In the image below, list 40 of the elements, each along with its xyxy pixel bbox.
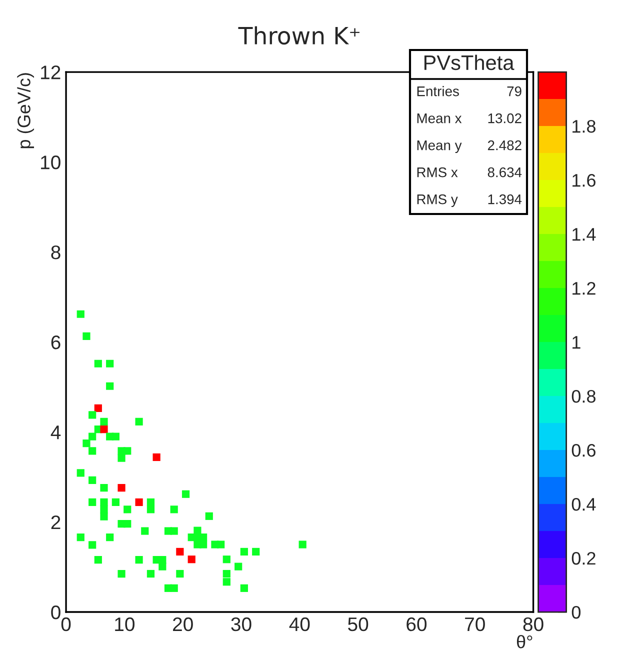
x-tick-label: 80 <box>523 617 544 632</box>
y-tick-label: 8 <box>51 245 60 260</box>
x-tick-label: 60 <box>406 617 427 632</box>
annotation: 2.482 <box>488 140 522 150</box>
annotation: 79 <box>507 86 522 96</box>
color-bar-label: 0.2 <box>572 552 596 565</box>
annotation: RMS y <box>417 194 458 207</box>
annotation: Entries <box>417 86 459 96</box>
annotation: 13.02 <box>488 113 522 124</box>
y-tick-label: 2 <box>51 515 60 530</box>
chart-title: Thrown K⁺ <box>238 26 360 45</box>
color-bar-label: 1 <box>572 336 580 349</box>
x-tick-label: 0 <box>61 617 71 632</box>
color-bar-label: 0.6 <box>572 444 596 457</box>
color-bar-label: 1.8 <box>572 120 596 133</box>
x-tick-label: 40 <box>289 617 310 632</box>
y-tick-label: 12 <box>41 65 60 80</box>
annotation: Mean y <box>417 140 462 153</box>
color-bar-label: 0 <box>572 606 581 619</box>
annotation: RMS x <box>417 167 458 178</box>
x-axis-title: θ° <box>516 635 532 648</box>
color-bar-label: 0.8 <box>572 390 596 403</box>
x-tick-label: 70 <box>465 617 485 632</box>
x-tick-label: 20 <box>173 617 193 632</box>
x-tick-label: 50 <box>348 617 368 632</box>
color-bar-label: 1.2 <box>572 282 596 295</box>
text: PVsTheta <box>424 54 514 70</box>
y-axis-title: p (GeV/c) <box>17 73 34 148</box>
y-tick-label: 0 <box>51 605 60 620</box>
annotation: 8.634 <box>488 167 522 178</box>
color-bar-label: 1.6 <box>572 174 596 187</box>
y-tick-label: 4 <box>50 426 61 440</box>
y-tick-label: 6 <box>51 335 60 350</box>
annotation: Mean x <box>417 114 462 124</box>
color-bar-label: 0.4 <box>572 498 596 511</box>
color-bar-label: 1.4 <box>572 228 596 241</box>
x-tick-label: 30 <box>231 617 252 632</box>
annotation: 1.394 <box>488 194 522 204</box>
y-tick-label: 10 <box>41 155 60 170</box>
x-tick-label: 10 <box>115 617 134 632</box>
